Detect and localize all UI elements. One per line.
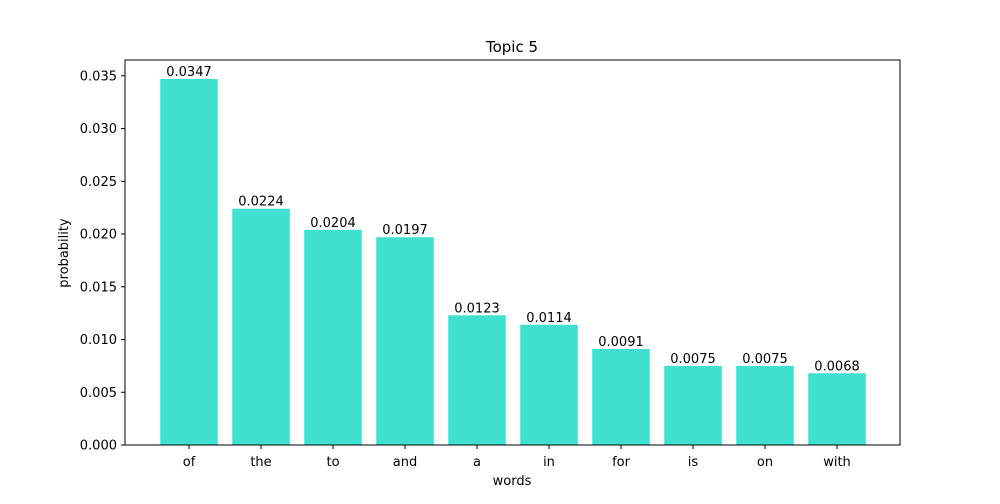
data-label-the: 0.0224 [238, 195, 284, 210]
bar-with [808, 373, 866, 445]
data-label-is: 0.0075 [670, 352, 716, 367]
x-tick-label-in: in [543, 455, 555, 470]
data-label-with: 0.0068 [814, 359, 860, 374]
chart-title: Topic 5 [485, 38, 538, 56]
x-axis-label: words [493, 474, 532, 489]
data-label-for: 0.0091 [598, 335, 644, 350]
x-tick-label-on: on [757, 455, 773, 470]
y-tick-label: 0.015 [80, 280, 117, 295]
x-tick-label-is: is [688, 455, 699, 470]
bar-the [232, 208, 290, 445]
bar-in [520, 324, 578, 445]
x-tick-label-the: the [250, 455, 271, 470]
bar-a [448, 315, 506, 445]
x-tick-label-for: for [612, 455, 631, 470]
bar-for [592, 349, 650, 445]
y-tick-label: 0.000 [80, 439, 117, 454]
x-tick-label-to: to [326, 455, 339, 470]
data-label-on: 0.0075 [742, 352, 788, 367]
plot-frame [124, 59, 901, 446]
y-tick-label: 0.005 [80, 386, 117, 401]
y-tick-label: 0.025 [80, 175, 117, 190]
x-tick-label-and: and [393, 455, 417, 470]
data-label-to: 0.0204 [310, 216, 356, 231]
data-label-and: 0.0197 [382, 223, 428, 238]
bar-of [160, 78, 218, 445]
x-tick-label-of: of [183, 455, 196, 470]
bar-to [304, 229, 362, 445]
bar-and [376, 237, 434, 445]
x-tick-label-with: with [823, 455, 851, 470]
y-tick-label: 0.030 [80, 122, 117, 137]
data-label-a: 0.0123 [454, 301, 500, 316]
bar-is [664, 365, 722, 445]
data-label-of: 0.0347 [166, 65, 212, 80]
y-axis-label: probability [57, 218, 72, 288]
y-tick-label: 0.020 [80, 228, 117, 243]
y-tick-label: 0.010 [80, 333, 117, 348]
x-tick-label-a: a [473, 455, 481, 470]
y-tick-label: 0.035 [80, 69, 117, 84]
data-label-in: 0.0114 [526, 311, 572, 326]
bar-on [736, 365, 794, 445]
